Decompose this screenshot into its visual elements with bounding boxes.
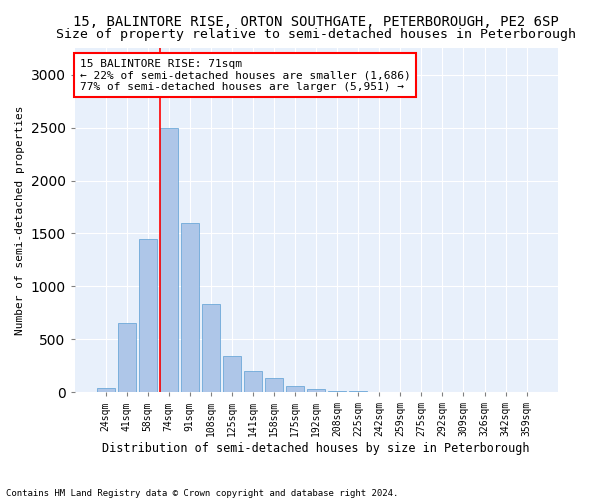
Bar bbox=[328, 390, 346, 392]
Text: Contains HM Land Registry data © Crown copyright and database right 2024.: Contains HM Land Registry data © Crown c… bbox=[6, 488, 398, 498]
Title: 15, BALINTORE RISE, ORTON SOUTHGATE, PETERBOROUGH, PE2 6SP: 15, BALINTORE RISE, ORTON SOUTHGATE, PET… bbox=[73, 15, 559, 29]
Bar bbox=[244, 371, 262, 392]
Bar bbox=[160, 128, 178, 392]
Bar bbox=[286, 386, 304, 392]
Bar bbox=[139, 238, 157, 392]
Bar bbox=[265, 378, 283, 392]
Y-axis label: Number of semi-detached properties: Number of semi-detached properties bbox=[15, 106, 25, 335]
Bar bbox=[97, 388, 115, 392]
Bar bbox=[223, 356, 241, 392]
Bar bbox=[307, 389, 325, 392]
Text: Size of property relative to semi-detached houses in Peterborough: Size of property relative to semi-detach… bbox=[56, 28, 576, 42]
Bar bbox=[118, 324, 136, 392]
X-axis label: Distribution of semi-detached houses by size in Peterborough: Distribution of semi-detached houses by … bbox=[103, 442, 530, 455]
Bar bbox=[202, 304, 220, 392]
Text: 15 BALINTORE RISE: 71sqm
← 22% of semi-detached houses are smaller (1,686)
77% o: 15 BALINTORE RISE: 71sqm ← 22% of semi-d… bbox=[80, 58, 410, 92]
Bar bbox=[181, 223, 199, 392]
